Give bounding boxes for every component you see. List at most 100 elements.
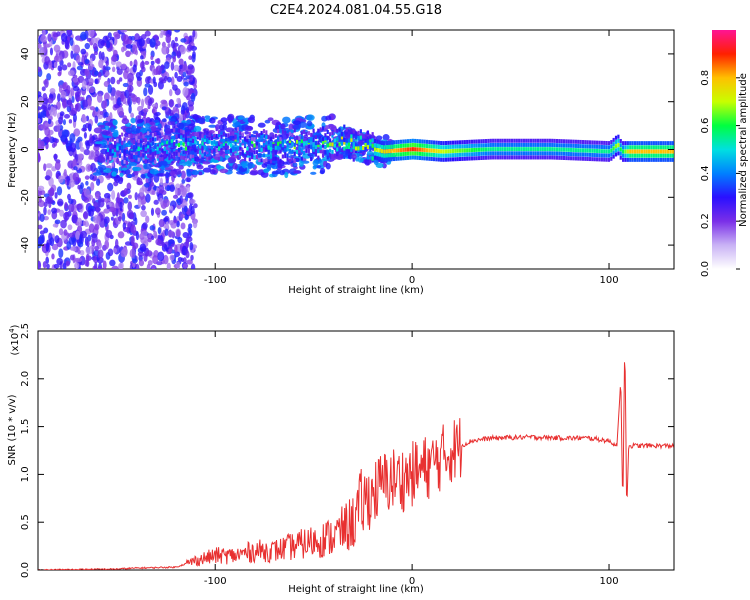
y-tick-label: 1.5 [20,419,31,435]
spectrogram-cell [68,119,73,124]
spectrogram-cell [106,150,110,155]
spectrogram-cell [409,151,412,156]
spectrogram-cell [141,98,145,109]
spectrogram-cell [392,144,396,149]
spectrogram-cell [371,132,374,137]
spectrogram-cell [88,208,95,217]
spectrogram-cell [648,149,651,154]
spectrogram-cell [187,145,190,150]
spectrogram-cell [515,151,518,156]
spectrogram-cell [162,254,169,265]
colorbar-ticks: 0.00.20.40.60.8 [700,70,740,277]
spectrogram-cell [357,135,360,140]
spectrogram-cell [48,177,54,187]
spectrogram-cell [626,145,629,150]
spectrogram-cell [364,159,367,164]
spectrogram-cell [652,141,655,146]
spectrogram-cell [456,152,459,157]
spectrogram-cell [147,144,150,149]
spectrogram-cell [65,260,71,267]
spectrogram-cell [373,151,377,156]
spectrogram-cell [113,49,118,57]
spectrogram-cell [168,219,175,226]
spectrogram-cell [142,153,145,158]
spectrogram-cell [181,101,188,111]
spectrogram-cell [298,161,304,167]
spectrogram-cell [181,178,186,184]
spectrogram-cell [137,151,140,156]
spectrogram-cell [421,143,424,148]
spectrogram-cell [209,169,216,175]
spectrogram-cell [53,61,58,69]
spectrogram-cell [81,127,88,132]
spectrogram-cell [121,212,126,222]
spectrogram-cell [58,228,64,236]
spectrogram-cell [236,136,240,141]
spectrogram-cell [208,156,211,161]
spectrogram-cell [402,143,405,148]
spectrogram-cell [145,215,150,224]
spectrogram-cell [178,58,184,66]
spectrogram-cell [125,50,131,58]
spectrogram-cell [416,155,419,160]
spectrogram-cell [88,78,94,85]
spectrogram-cell [286,156,289,161]
spectrogram-cell [121,167,128,171]
spectrogram-cell [129,212,134,220]
spectrogram-cell [253,143,256,148]
spectrogram-cell [532,142,535,147]
spectrogram-cell [378,140,381,145]
spectrogram-cell [555,147,559,152]
spectrogram-cell [178,64,184,70]
spectrogram-cell [487,151,490,156]
spectrogram-cell [162,198,170,208]
spectrogram-cell [357,130,360,135]
spectrogram-cell [222,121,228,126]
spectrogram-cell [183,128,192,134]
colorbar-label: Normalized spectral amplitude [738,73,749,227]
spectrogram-cell [369,147,372,152]
spectrogram-cell [182,155,185,160]
spectrogram-cell [163,135,166,140]
spectrogram-cell [165,171,170,179]
spectrogram-cell [624,141,627,146]
spectrogram-cell [437,153,440,158]
spectrogram-cell [97,154,104,162]
spectrogram-cell [176,97,181,104]
spectrogram-cell [362,145,365,150]
spectrogram-cell [56,186,63,196]
spectrogram-cell [265,135,268,140]
spectrogram-cell [159,170,165,174]
spectrogram-cell [196,141,199,146]
spectrogram-cell [209,117,216,124]
spectrogram-cell [477,147,481,152]
spectrogram-cell [314,135,318,140]
spectrogram-cell [77,136,83,143]
spectrogram-cell [579,144,582,149]
spectrogram-cell [364,138,367,143]
spectrogram-cell [529,155,533,160]
spectrogram-cell [381,144,384,149]
spectrogram-cell [192,113,199,120]
spectrogram-cell [352,142,355,147]
spectrogram-cell [90,181,95,192]
spectrogram-cell [298,149,301,154]
spectrogram-cell [369,142,372,147]
spectrogram-cell [115,61,122,68]
y-tick-label: 2.5 [20,323,31,339]
spectrogram-cell [475,147,478,152]
spectrogram-cell [161,132,164,137]
spectrogram-cell [317,140,320,145]
spectrogram-cell [135,263,140,269]
spectrogram-cell [591,152,594,157]
spectrogram-cell [177,143,181,148]
spectrogram-cell [291,149,294,154]
spectrogram-cell [132,154,136,159]
spectrogram-cell [305,132,308,137]
spectrogram-cell [163,149,166,154]
spectrogram-cell [86,84,90,92]
spectrogram-cell [640,153,644,158]
spectrogram-cell [629,141,632,146]
spectrogram-cell [373,155,377,160]
spectrogram-cell [574,143,577,148]
